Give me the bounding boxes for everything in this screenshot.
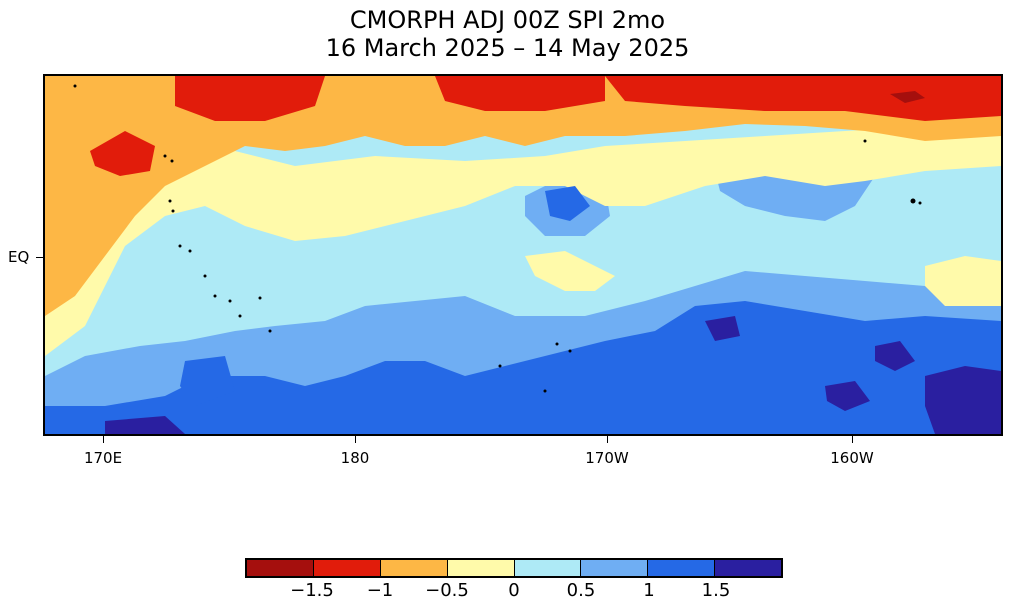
- map-title: CMORPH ADJ 00Z SPI 2mo: [349, 6, 666, 34]
- colorbar-swatch-3: [380, 560, 448, 576]
- colorbar-label: −0.5: [425, 580, 469, 601]
- x-tick-label-170e: 170E: [83, 449, 123, 467]
- spi-band-above-1.5-3: [705, 316, 740, 341]
- y-tick-label-eq: EQ: [8, 248, 30, 266]
- spi-band-neg1.5-neg1: [175, 76, 325, 121]
- spi-map-panel: [43, 74, 1003, 436]
- spi-band-neg0.5-0-east: [925, 256, 1001, 306]
- spi-band-neg1.5-neg1-4: [90, 131, 155, 176]
- colorbar-label: 1: [643, 580, 655, 601]
- x-tick-mark-170e: [103, 436, 104, 443]
- map-date-range: 16 March 2025 – 14 May 2025: [325, 34, 690, 62]
- spi-band-neg1-neg0.5: [45, 76, 1001, 316]
- spi-band-below-neg1.5: [890, 91, 925, 103]
- colorbar-swatch-4: [447, 560, 515, 576]
- spi-band-above-1.5-5: [105, 416, 185, 434]
- colorbar-label: 1.5: [701, 580, 731, 601]
- spi-band-1-1.5: [45, 301, 1001, 434]
- spi-band-above-1.5-4: [875, 341, 915, 371]
- colorbar: [245, 558, 783, 578]
- spi-band-neg1.5-neg1-3: [605, 76, 1001, 121]
- spi-band-neg0.5-0-south: [525, 251, 615, 291]
- x-tick-label-170w: 170W: [585, 449, 629, 467]
- spi-band-1-1.5-north: [545, 186, 590, 221]
- colorbar-label: 0: [508, 580, 520, 601]
- x-tick-label-160w: 160W: [830, 449, 874, 467]
- colorbar-swatch-8: [715, 560, 781, 576]
- spi-band-1-1.5-west: [180, 356, 235, 406]
- spi-band-neg1.5-neg1-2: [435, 76, 605, 111]
- colorbar-label: −1: [366, 580, 394, 601]
- colorbar-label: −1.5: [290, 580, 334, 601]
- colorbar-label: 0.5: [566, 580, 596, 601]
- colorbar-swatch-5: [514, 560, 582, 576]
- colorbar-swatch-1: [247, 560, 314, 576]
- spi-contour-field: [45, 76, 1001, 434]
- spi-band-above-1.5-2: [825, 381, 870, 411]
- colorbar-swatch-2: [313, 560, 381, 576]
- island-markers: [73, 84, 922, 393]
- x-tick-mark-160w: [852, 436, 853, 443]
- x-tick-label-180: 180: [340, 449, 370, 467]
- colorbar-swatch-6: [581, 560, 649, 576]
- x-tick-mark-180: [355, 436, 356, 443]
- spi-band-above-1.5: [925, 366, 1001, 434]
- colorbar-swatch-7: [648, 560, 716, 576]
- y-tick-mark-eq: [36, 257, 43, 258]
- spi-band-neg0.5-0: [45, 116, 1001, 356]
- x-tick-mark-170w: [607, 436, 608, 443]
